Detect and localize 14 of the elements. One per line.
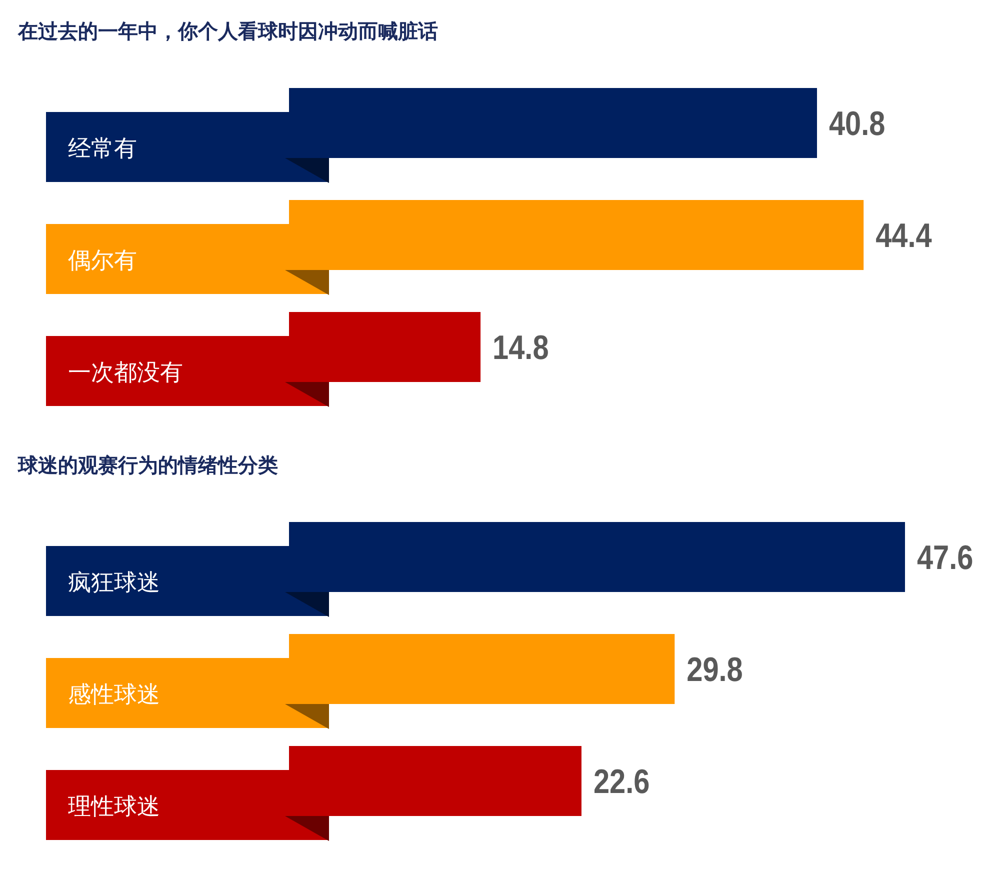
y-tick-label: 偶尔有 (68, 248, 137, 274)
data-label: 22.6 (593, 762, 650, 800)
data-label: 14.8 (492, 328, 549, 366)
y-tick-label: 理性球迷 (68, 794, 160, 820)
chart-title: 在过去的一年中，你个人看球时因冲动而喊脏话 (17, 19, 438, 43)
y-tick-label: 一次都没有 (68, 360, 183, 386)
data-label: 29.8 (686, 650, 743, 688)
y-tick-label: 疯狂球迷 (68, 570, 160, 596)
y-tick-label: 经常有 (68, 136, 137, 162)
chart-title: 球迷的观赛行为的情绪性分类 (17, 453, 278, 477)
y-tick-label: 感性球迷 (68, 682, 160, 708)
data-label: 40.8 (829, 104, 886, 142)
data-label: 44.4 (876, 216, 932, 254)
data-label: 47.6 (917, 538, 974, 576)
